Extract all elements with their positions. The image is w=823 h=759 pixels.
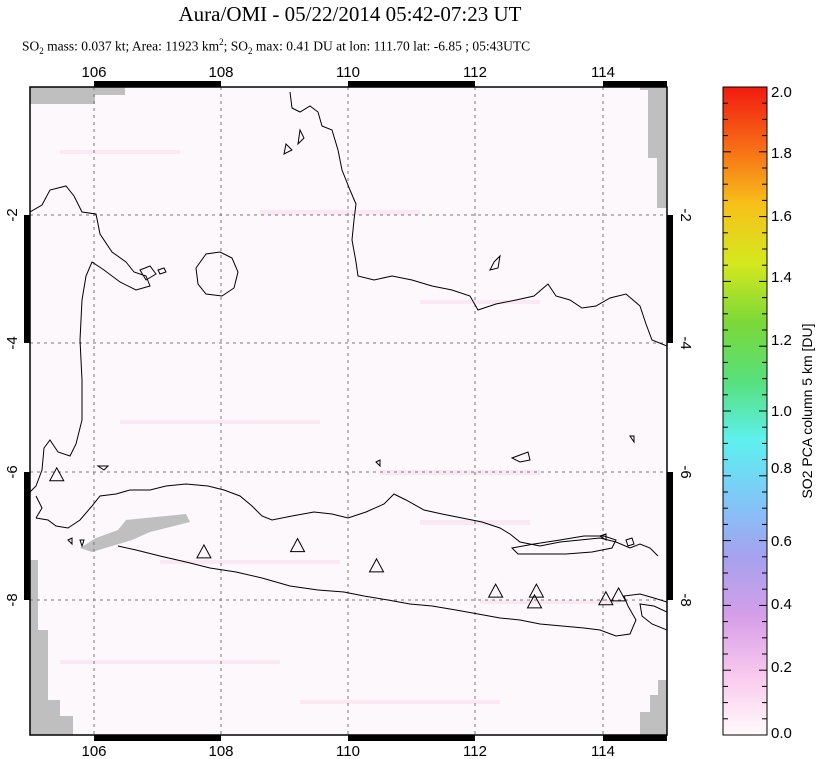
lat-tick-label: -8 bbox=[677, 593, 694, 606]
axis-border-segments bbox=[24, 81, 673, 741]
volcano-triangle bbox=[610, 586, 627, 602]
lat-tick-label: -4 bbox=[677, 336, 694, 349]
volcano-triangle bbox=[528, 583, 545, 598]
lon-tick-label: 108 bbox=[208, 743, 233, 759]
lat-labels-right: -2 -4 -6 -8 bbox=[677, 208, 694, 606]
map-title: Aura/OMI - 05/22/2014 05:42-07:23 UT bbox=[178, 2, 522, 26]
lat-tick-label: -2 bbox=[4, 208, 21, 221]
lon-tick-label: 106 bbox=[81, 64, 106, 81]
lon-labels-bottom: 106 108 110 112 114 bbox=[81, 743, 614, 759]
lon-tick-label: 110 bbox=[336, 743, 360, 759]
volcano-triangle bbox=[368, 557, 385, 573]
volcano-triangle bbox=[526, 593, 543, 609]
so2-max-text: max: 0.41 DU at lon: 111.70 lat: -6.85 ;… bbox=[252, 38, 531, 54]
lon-tick-label: 108 bbox=[208, 64, 233, 81]
lat-labels-left: -2 -4 -6 -8 bbox=[4, 208, 21, 606]
volcano-triangle bbox=[289, 537, 306, 553]
lon-tick-label: 114 bbox=[591, 743, 615, 759]
volcano-triangle bbox=[487, 583, 504, 598]
map-subtitle: SO2 mass: 0.037 kt; Area: 11923 km2; SO2… bbox=[22, 37, 530, 56]
lat-tick-label: -6 bbox=[677, 465, 694, 478]
lat-tick-label: -4 bbox=[4, 336, 21, 349]
volcano-triangle bbox=[48, 466, 65, 482]
lat-tick-label: -6 bbox=[4, 465, 21, 478]
graticule bbox=[30, 87, 667, 735]
lon-tick-label: 112 bbox=[463, 743, 487, 759]
missing-data-regions bbox=[30, 87, 667, 735]
lon-tick-label: 114 bbox=[591, 64, 615, 81]
lat-tick-label: -2 bbox=[677, 208, 694, 221]
volcano-triangle bbox=[196, 543, 212, 559]
lon-tick-label: 112 bbox=[463, 64, 487, 81]
so2-mass-text: mass: 0.037 kt; Area: 11923 km bbox=[43, 38, 220, 54]
lon-tick-label: 106 bbox=[81, 743, 106, 759]
so2-max-label: ; SO bbox=[223, 38, 249, 54]
lon-tick-label: 110 bbox=[336, 64, 360, 81]
lon-labels-top: 106 108 110 112 114 bbox=[81, 64, 614, 81]
volcano-markers bbox=[48, 466, 627, 609]
lat-tick-label: -8 bbox=[4, 593, 21, 606]
coastlines bbox=[30, 91, 667, 637]
so2-mass-label: SO bbox=[22, 38, 40, 54]
so2-max-subscript: 2 bbox=[248, 46, 253, 57]
volcano-triangle bbox=[598, 590, 614, 606]
area-superscript: 2 bbox=[219, 37, 224, 47]
so2-mass-subscript: 2 bbox=[39, 46, 44, 57]
